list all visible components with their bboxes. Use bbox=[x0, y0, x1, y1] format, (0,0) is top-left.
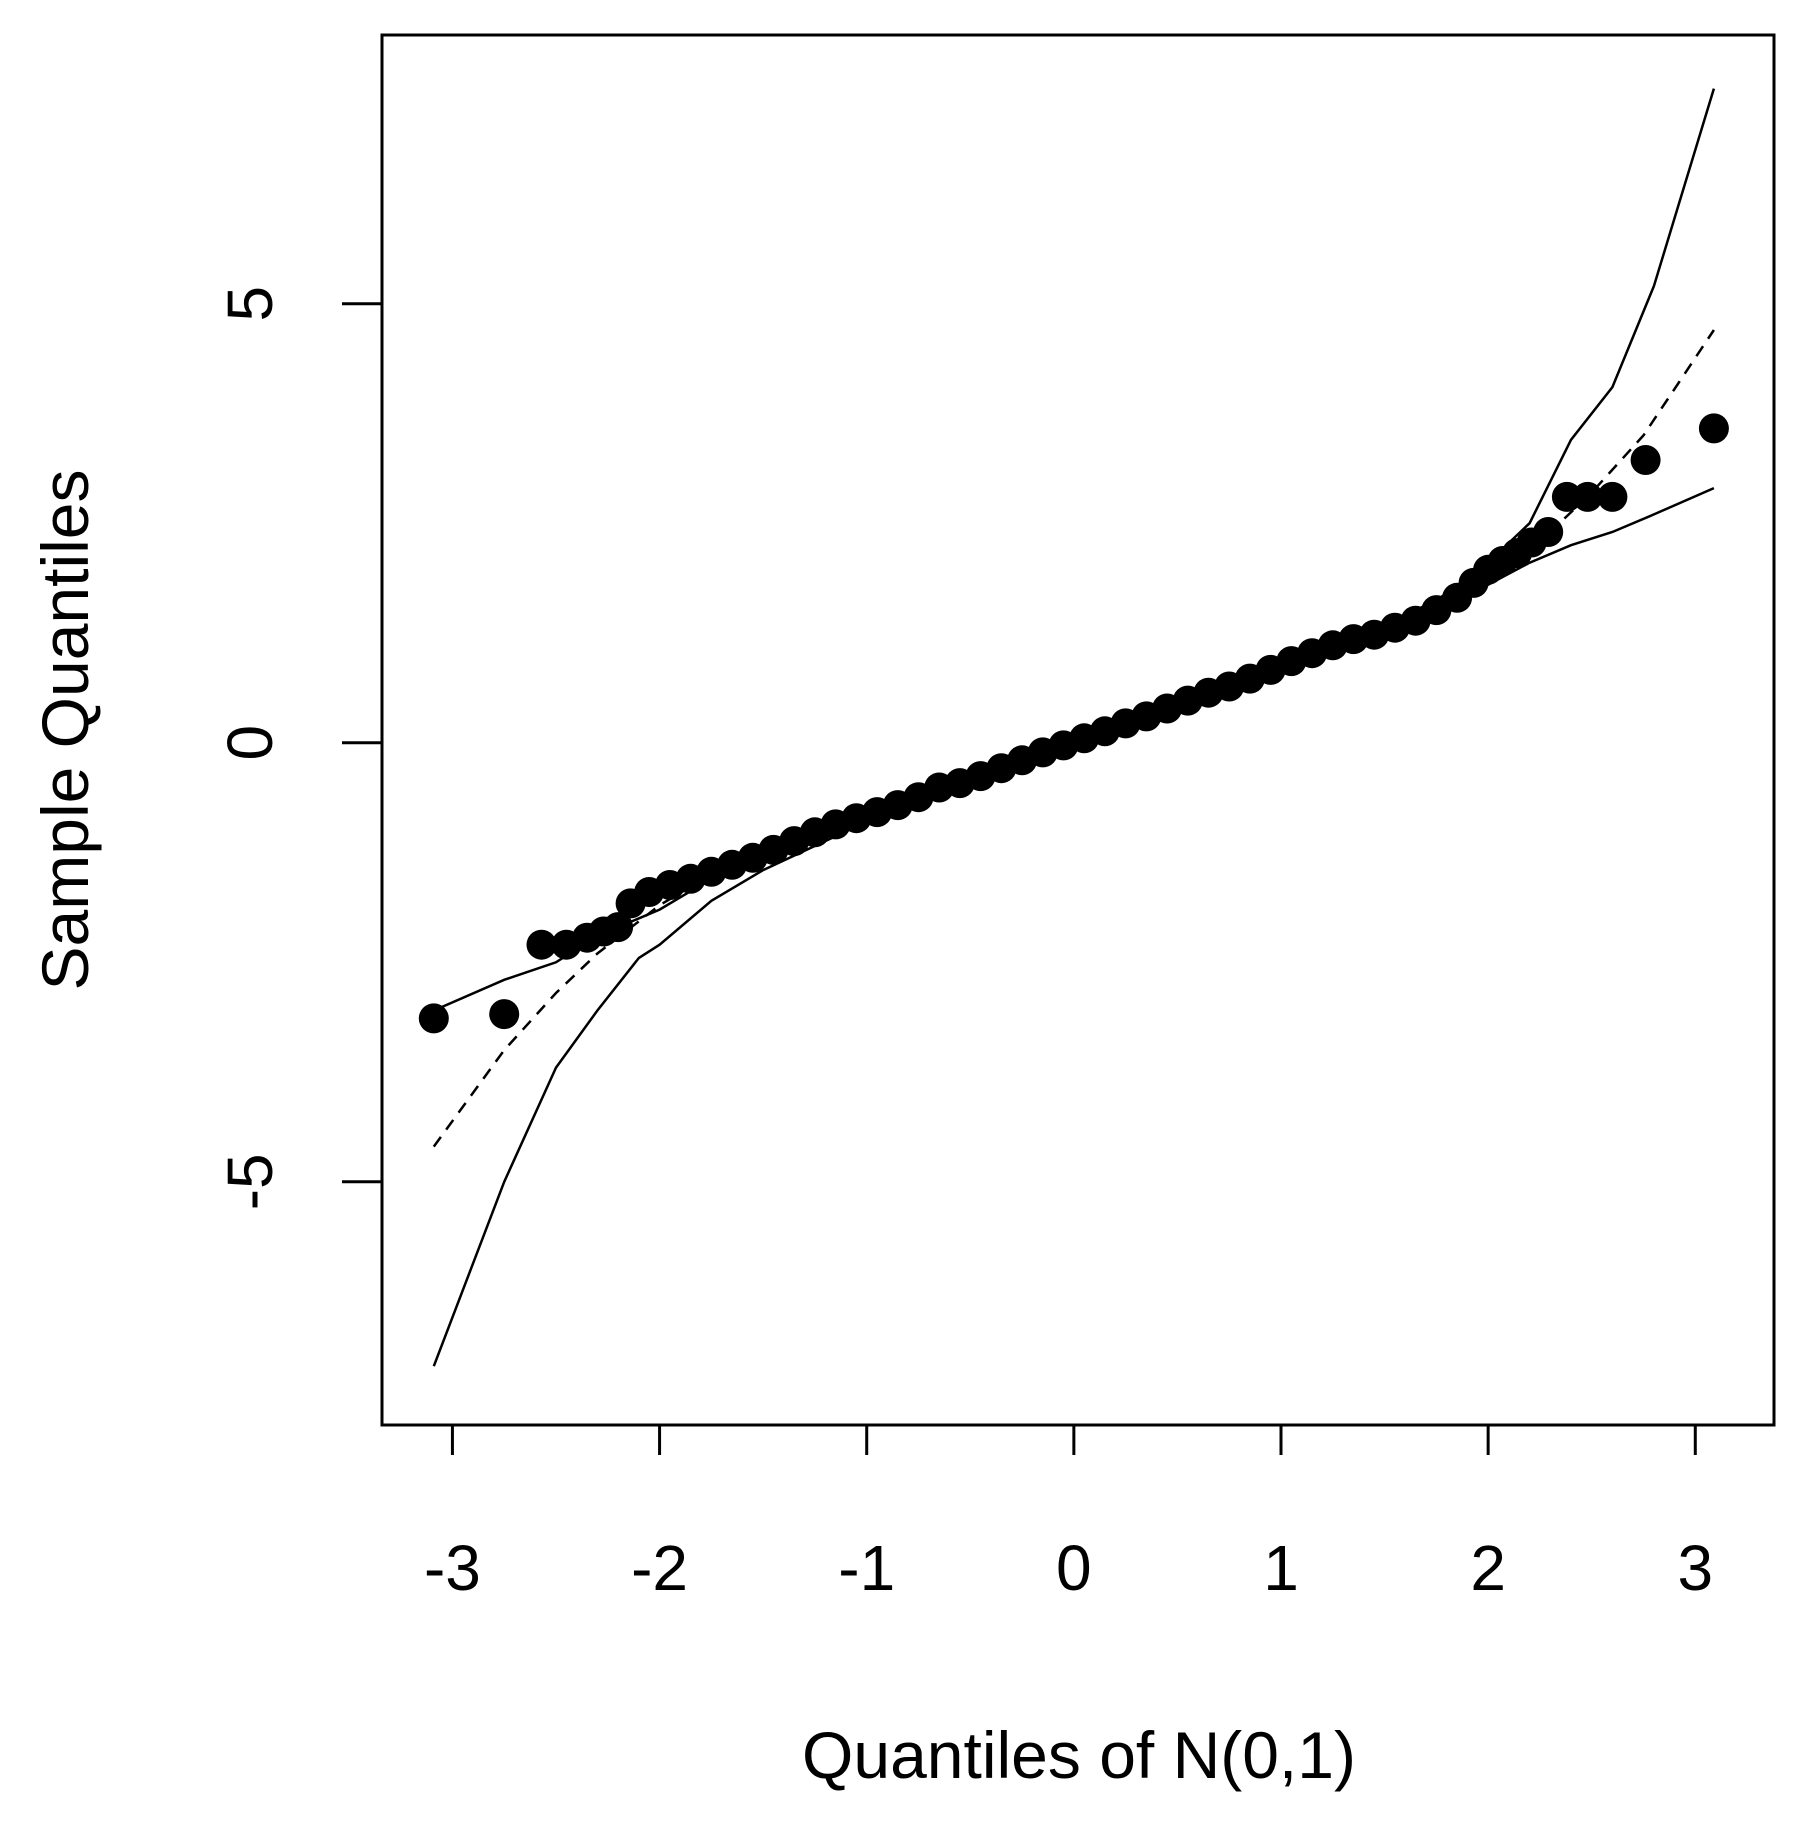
y-axis-title: Sample Quantiles bbox=[28, 470, 102, 991]
y-axis: -5 0 5 bbox=[214, 286, 382, 1210]
y-tick-label-3: 5 bbox=[214, 286, 286, 322]
y-tick-label-2: 0 bbox=[214, 725, 286, 761]
data-point-54 bbox=[1533, 517, 1564, 547]
data-point-56 bbox=[1572, 481, 1603, 512]
data-point-58 bbox=[1630, 445, 1661, 475]
data-point-2 bbox=[489, 999, 520, 1030]
data-point-59 bbox=[1698, 413, 1729, 444]
x-tick-label-4: 0 bbox=[1056, 1532, 1092, 1604]
x-axis: -3 -2 -1 0 1 2 3 bbox=[424, 1423, 1713, 1604]
y-tick-label-1: -5 bbox=[214, 1153, 286, 1210]
x-axis-title: Quantiles of N(0,1) bbox=[802, 1718, 1356, 1792]
data-point-7 bbox=[603, 912, 634, 943]
x-tick-label-5: 1 bbox=[1263, 1532, 1299, 1604]
x-tick-label-7: 3 bbox=[1677, 1532, 1713, 1604]
sample-points bbox=[418, 413, 1729, 1034]
data-point-57 bbox=[1597, 481, 1628, 512]
confidence-envelope bbox=[432, 88, 1716, 1367]
data-point-3 bbox=[526, 929, 557, 960]
x-tick-label-3: -1 bbox=[838, 1532, 895, 1604]
x-tick-label-2: -2 bbox=[631, 1532, 688, 1604]
x-tick-label-6: 2 bbox=[1470, 1532, 1506, 1604]
x-tick-label-1: -3 bbox=[424, 1532, 481, 1604]
data-point-55 bbox=[1551, 481, 1582, 512]
data-point-1 bbox=[418, 1003, 449, 1034]
